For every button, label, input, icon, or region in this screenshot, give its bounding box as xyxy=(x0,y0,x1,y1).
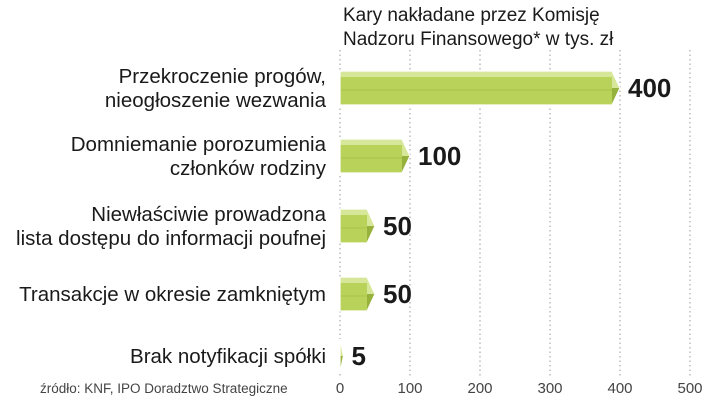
bar-highlight xyxy=(340,139,402,145)
bar-body xyxy=(340,209,367,243)
chart-title-line: Nadzoru Finansowego* w tys. zł xyxy=(343,29,614,50)
bar xyxy=(339,276,376,312)
value-label: 50 xyxy=(383,279,412,309)
category-label: Niewłaściwie prowadzona xyxy=(91,203,326,226)
category-label: Transakcje w okresie zamkniętym xyxy=(19,283,326,306)
category-label: Domniemanie porozumienia xyxy=(71,133,327,156)
bar-outline xyxy=(339,276,376,312)
category-label: nieogłoszenie wezwania xyxy=(105,89,327,112)
category-labels: Przekroczenie progów,nieogłoszenie wezwa… xyxy=(16,65,327,368)
chart-title: Kary nakładane przez Komisję Nadzoru Fina… xyxy=(343,5,614,50)
chart-title-line: Kary nakładane przez Komisję xyxy=(343,5,600,26)
x-tick-label: 500 xyxy=(677,380,702,397)
bar-body xyxy=(340,139,402,173)
bar-outline xyxy=(339,208,376,244)
category-label: Brak notyfikacji spółki xyxy=(130,345,326,368)
bar-highlight xyxy=(340,71,612,77)
x-tick-label: 0 xyxy=(336,380,344,397)
bars xyxy=(339,70,621,374)
bar xyxy=(339,70,621,106)
bar xyxy=(339,138,411,174)
bar xyxy=(339,338,345,374)
bar-outline xyxy=(339,70,621,106)
bar-highlight xyxy=(340,209,367,215)
category-label: lista dostępu do informacji poufnej xyxy=(16,227,326,250)
value-labels: 400 100 50 50 5 xyxy=(352,73,672,371)
bar-highlight xyxy=(340,277,367,283)
x-tick-label: 400 xyxy=(607,380,632,397)
value-label: 400 xyxy=(628,73,671,103)
category-label: Przekroczenie progów, xyxy=(119,65,326,88)
x-tick-label: 200 xyxy=(467,380,492,397)
source-note: źródło: KNF, IPO Doradztwo Strategiczne xyxy=(40,381,288,396)
bar-body xyxy=(340,71,612,105)
value-label: 5 xyxy=(352,341,366,371)
category-label: członków rodziny xyxy=(170,157,327,180)
bar-outline xyxy=(339,338,345,374)
bar-outline xyxy=(339,138,411,174)
x-tick-label: 300 xyxy=(537,380,562,397)
bar-body xyxy=(340,277,367,311)
value-label: 100 xyxy=(418,141,461,171)
x-tick-label: 100 xyxy=(397,380,422,397)
x-axis-ticks: 0 100 200 300 400 500 xyxy=(336,380,703,397)
value-label: 50 xyxy=(383,211,412,241)
bar xyxy=(339,208,376,244)
